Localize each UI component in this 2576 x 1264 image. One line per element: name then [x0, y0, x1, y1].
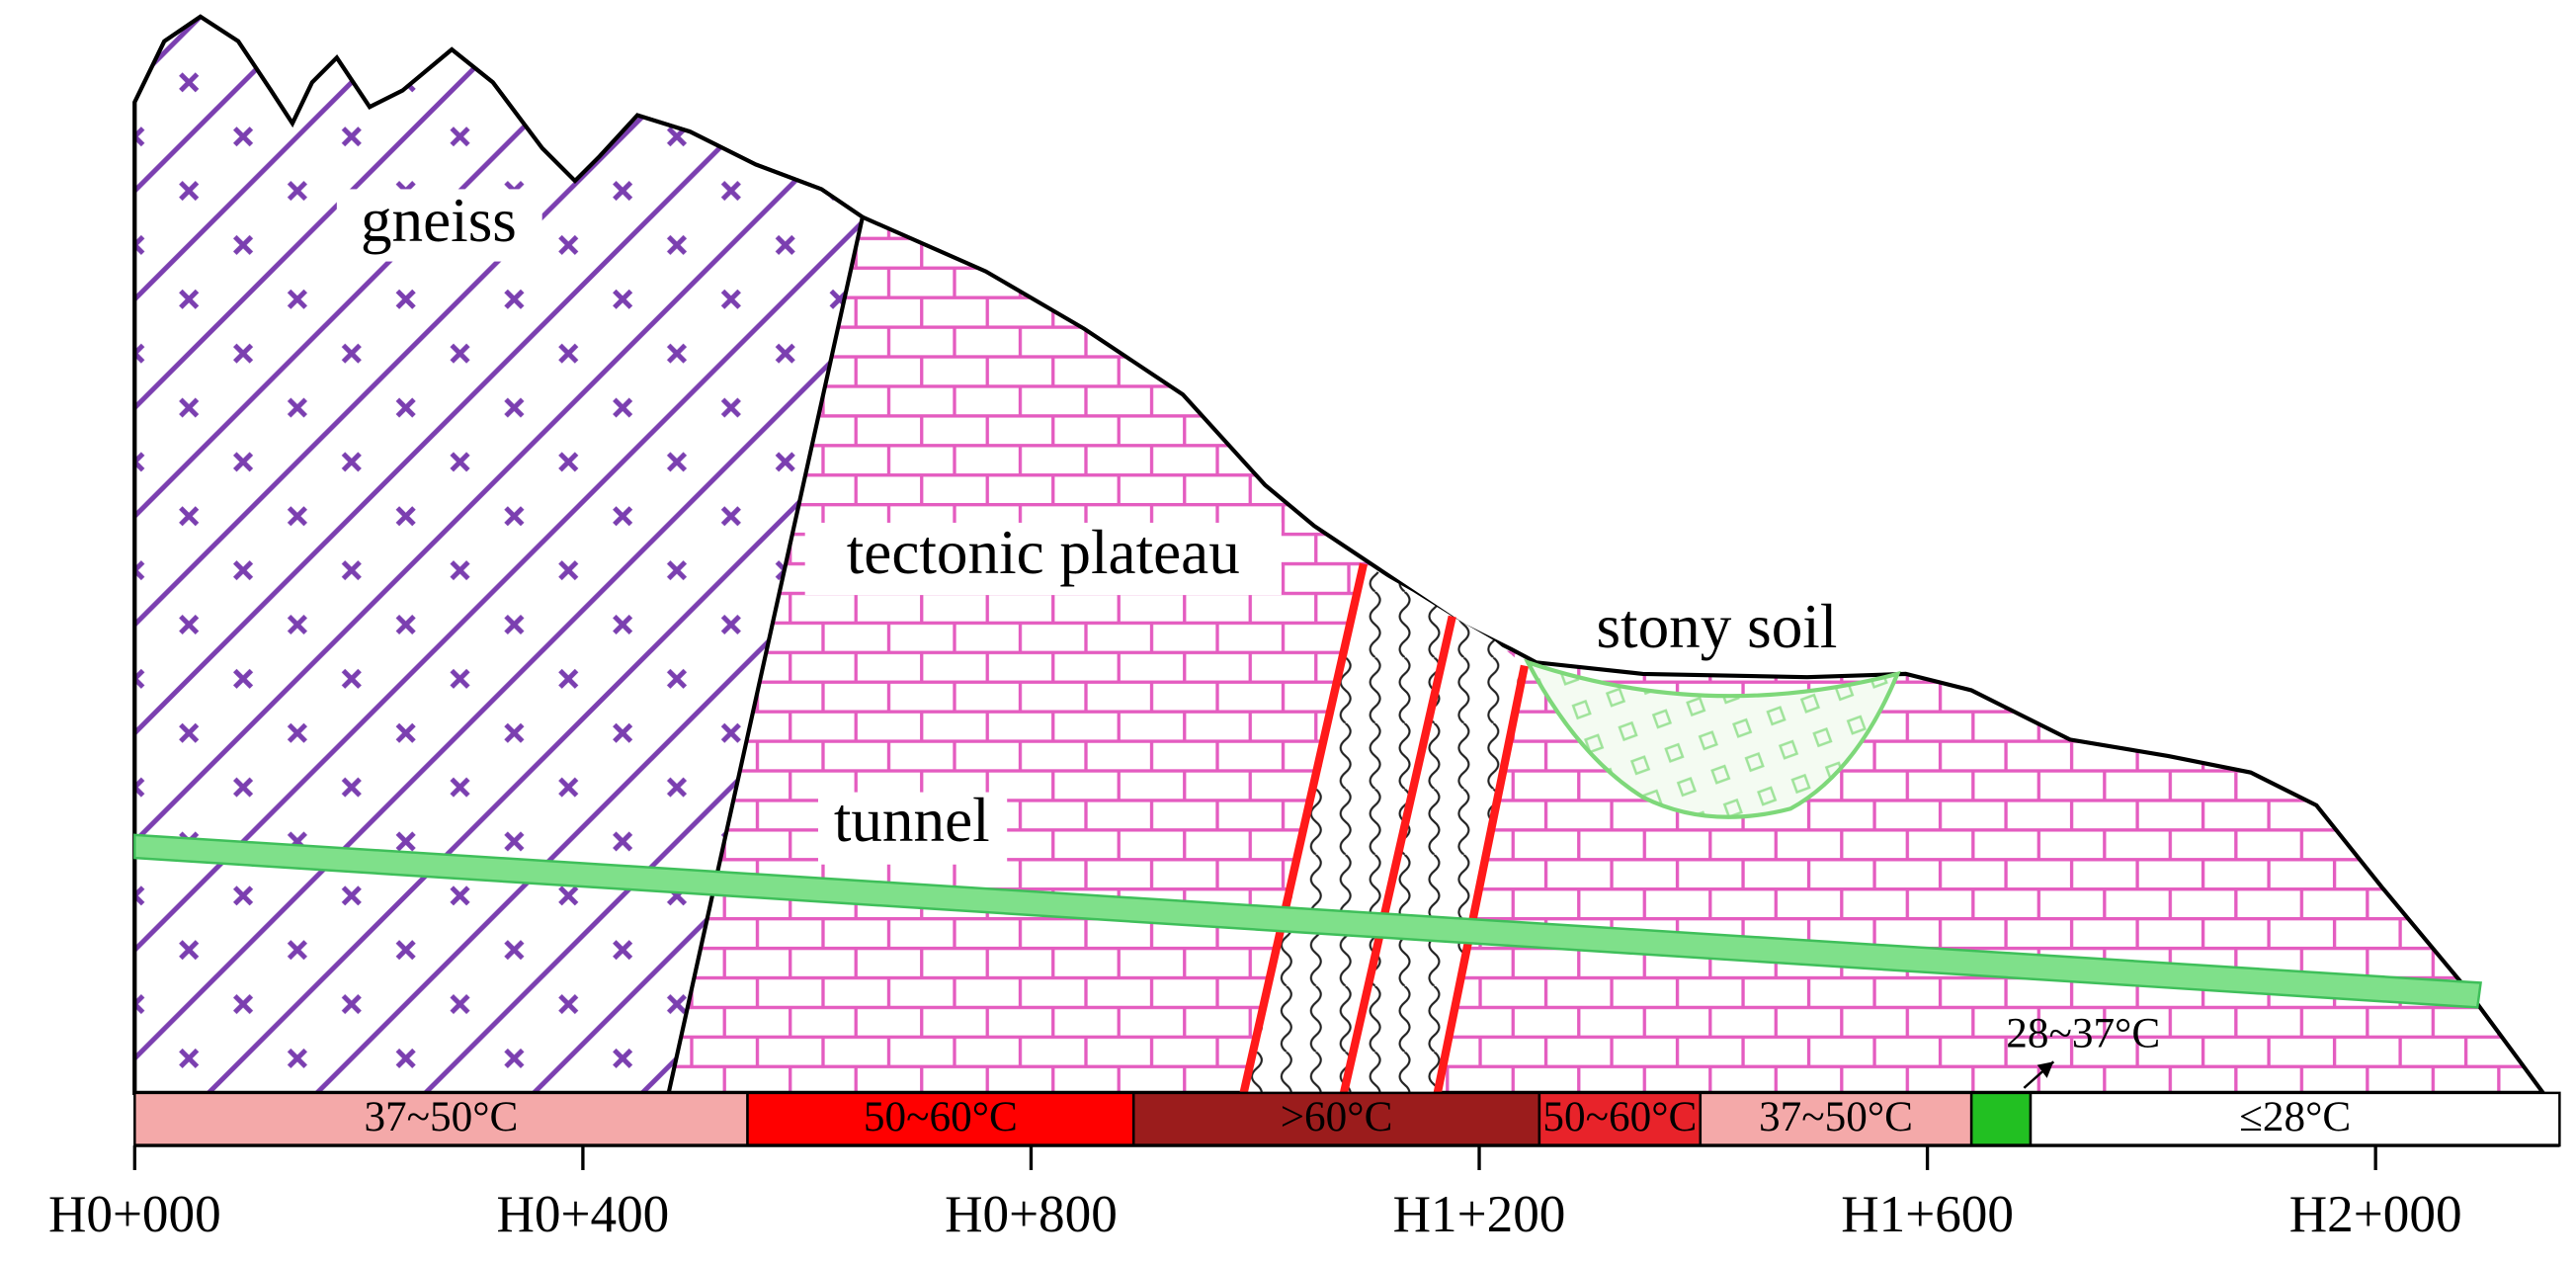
- tick-label: H0+800: [945, 1185, 1118, 1243]
- tunnel: [133, 833, 2482, 1009]
- region-labels: gneiss tectonic plateau stony soil tunne…: [336, 186, 1837, 865]
- zone-label: 37~50°C: [1759, 1093, 1913, 1140]
- gneiss-zone: [132, 14, 866, 1095]
- temperature-zone: [133, 1091, 749, 1147]
- zone-label: ≤28°C: [2239, 1093, 2351, 1140]
- zone-label: 28~37°C: [2006, 1009, 2160, 1056]
- temperature-bar: 37~50°C 50~60°C >60°C 50~60°C 37~50°C 28~37°C…: [133, 1009, 2561, 1147]
- tick-label: H1+600: [1841, 1185, 2014, 1243]
- zone-label: 50~60°C: [1542, 1093, 1697, 1140]
- tick-label: H2+000: [2289, 1185, 2462, 1243]
- stony-soil-lens: [1523, 658, 1901, 819]
- temperature-zone: [1699, 1091, 1973, 1147]
- fault-zone: [1243, 563, 1525, 1093]
- temperature-zone: [1537, 1091, 1703, 1147]
- label: tunnel: [834, 786, 990, 855]
- zone-label: >60°C: [1281, 1093, 1393, 1140]
- temperature-zone: [1131, 1091, 1541, 1147]
- temperature-zone: [1969, 1091, 2033, 1147]
- temperature-zone: [2029, 1091, 2561, 1147]
- arrow-head: [2036, 1061, 2054, 1078]
- label: stony soil: [1596, 592, 1837, 661]
- label: gneiss: [361, 186, 517, 255]
- strata: [132, 14, 2547, 1095]
- tick-label: H1+200: [1393, 1185, 1566, 1243]
- chainage-axis: H0+000 H0+400 H0+800 H1+200 H1+600 H2+000: [48, 1143, 2560, 1243]
- zone-label: 50~60°C: [864, 1093, 1018, 1140]
- zone-label: 37~50°C: [364, 1093, 518, 1140]
- tick-label: H0+000: [48, 1185, 221, 1243]
- faults: [1239, 562, 1529, 1094]
- tick-label: H0+400: [497, 1185, 670, 1243]
- label: tectonic plateau: [847, 518, 1240, 587]
